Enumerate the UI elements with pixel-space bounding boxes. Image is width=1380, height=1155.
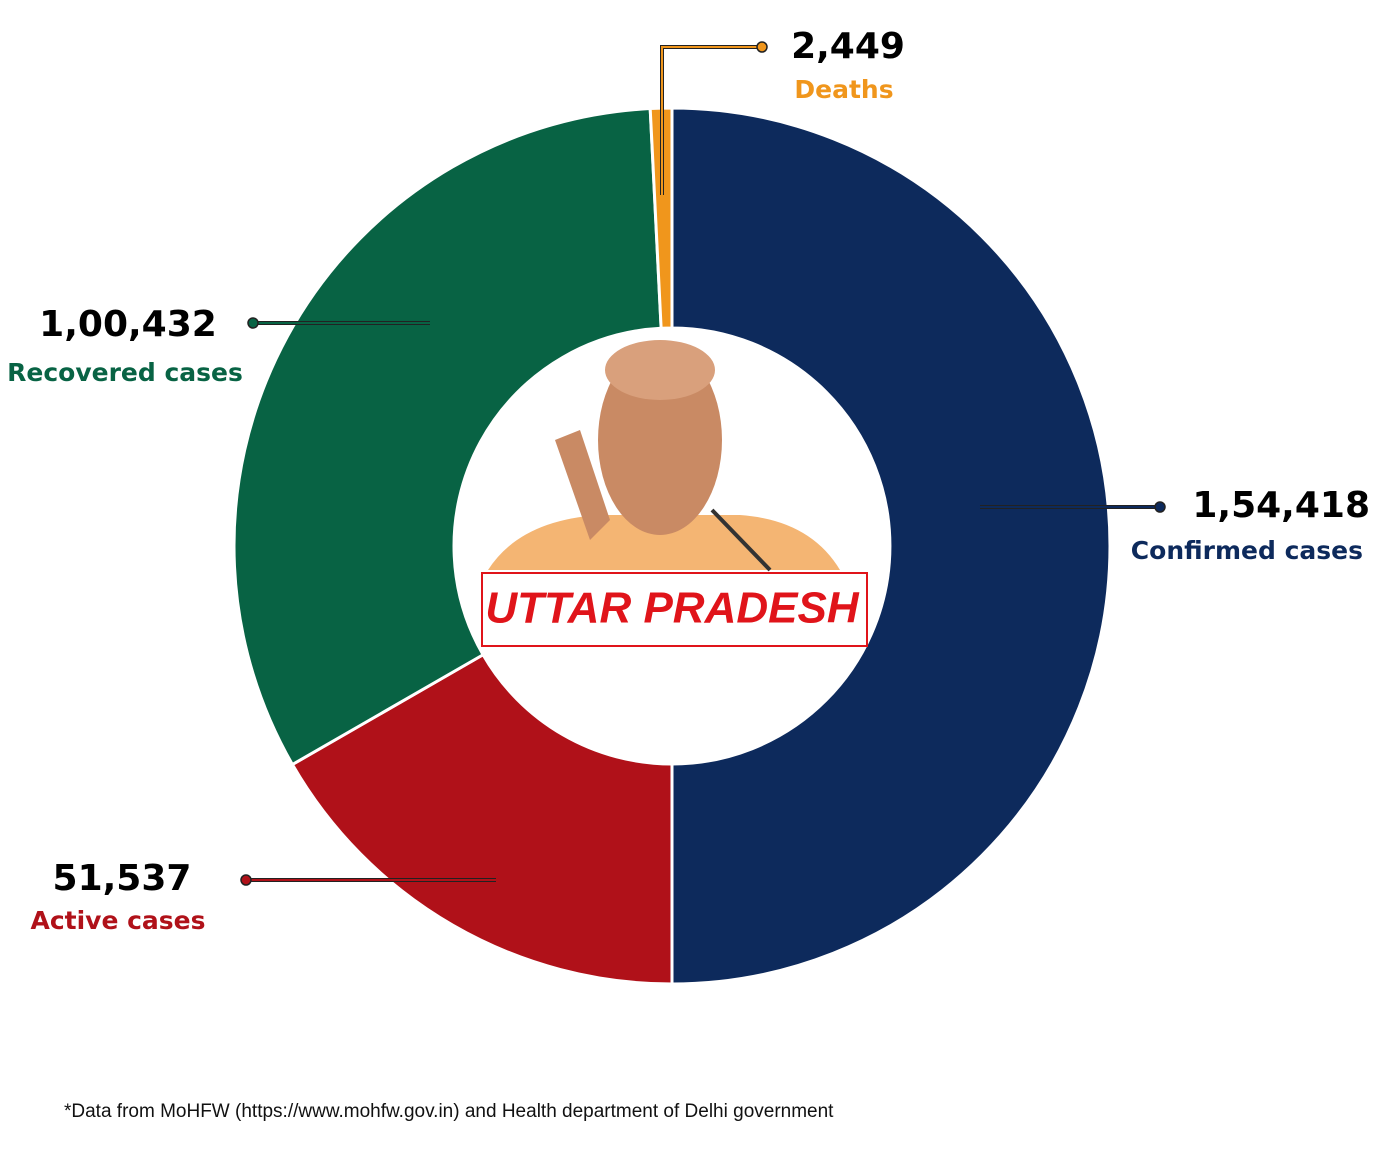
leader-dot (240, 874, 252, 886)
source-note: *Data from MoHFW (https://www.mohfw.gov.… (64, 1101, 834, 1122)
category-label: Confirmed cases (1131, 536, 1363, 565)
leader-dot (247, 317, 259, 329)
donut-slice (670, 106, 1112, 986)
value-label: 2,449 (791, 26, 905, 67)
donut (232, 106, 1112, 986)
center-illustration (488, 340, 840, 572)
category-label: Recovered cases (7, 358, 243, 387)
microphone (710, 508, 772, 572)
forehead (605, 340, 715, 400)
category-label: Active cases (30, 906, 205, 935)
donut-slice (648, 106, 674, 330)
value-label: 1,00,432 (39, 304, 217, 345)
leader-line-inner (661, 46, 762, 195)
shoulders (488, 515, 840, 570)
donut-slice (232, 106, 663, 767)
center-label-box (481, 572, 868, 647)
value-label: 51,537 (53, 858, 192, 899)
leader-dot (1154, 501, 1166, 513)
leader-dot (756, 41, 768, 53)
donut-slice (290, 652, 674, 986)
center-label: UTTAR PRADESH (485, 584, 859, 633)
category-label: Deaths (794, 75, 893, 104)
value-label: 1,54,418 (1192, 485, 1370, 526)
hand (555, 430, 610, 540)
